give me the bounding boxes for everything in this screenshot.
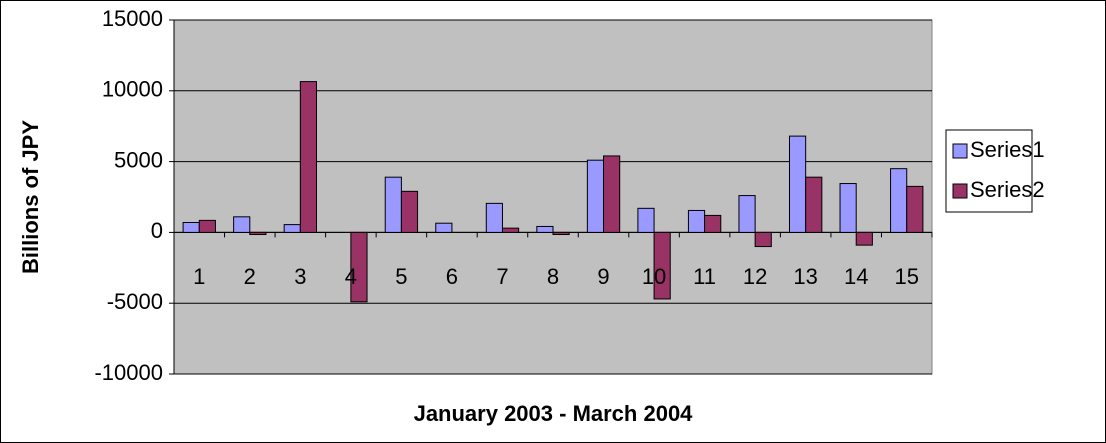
legend-swatch bbox=[952, 183, 968, 199]
bar bbox=[384, 176, 402, 233]
bar bbox=[704, 214, 722, 233]
x-tick-label: 10 bbox=[642, 264, 666, 289]
bar bbox=[890, 168, 908, 233]
bar bbox=[687, 209, 706, 233]
x-tick-label: 15 bbox=[894, 264, 918, 289]
x-tick-label: 2 bbox=[244, 264, 256, 289]
x-tick-label: 6 bbox=[446, 264, 458, 289]
y-tick-label: -10000 bbox=[94, 360, 163, 385]
bar bbox=[233, 216, 251, 233]
bar bbox=[552, 231, 570, 236]
bar bbox=[586, 159, 605, 233]
bar bbox=[501, 227, 520, 233]
legend-label: Series2 bbox=[970, 177, 1045, 202]
bar bbox=[855, 231, 873, 246]
bar bbox=[788, 135, 807, 233]
y-tick-label: 10000 bbox=[102, 77, 163, 102]
y-tick-label: -5000 bbox=[107, 289, 163, 314]
bar bbox=[603, 155, 621, 233]
x-tick-label: 5 bbox=[395, 264, 407, 289]
bar bbox=[754, 231, 772, 248]
bar bbox=[805, 176, 823, 233]
bar bbox=[738, 195, 756, 233]
y-tick-label: 15000 bbox=[102, 6, 163, 31]
bar bbox=[198, 219, 216, 233]
x-axis-title: January 2003 - March 2004 bbox=[414, 401, 694, 426]
bar bbox=[299, 81, 318, 233]
bar bbox=[249, 231, 267, 236]
bar bbox=[283, 224, 301, 233]
bar bbox=[182, 221, 200, 233]
x-tick-label: 11 bbox=[693, 264, 716, 289]
x-tick-label: 7 bbox=[496, 264, 508, 289]
bar bbox=[350, 231, 368, 303]
bar bbox=[637, 207, 655, 233]
x-tick-label: 8 bbox=[547, 264, 559, 289]
y-tick-label: 0 bbox=[151, 218, 163, 243]
bar bbox=[653, 231, 671, 300]
y-axis-title: Billions of JPY bbox=[18, 120, 43, 274]
bar bbox=[536, 225, 554, 233]
x-tick-label: 14 bbox=[844, 264, 868, 289]
x-tick-label: 4 bbox=[345, 264, 357, 289]
y-tick-label: 5000 bbox=[114, 147, 163, 172]
bar bbox=[485, 202, 503, 233]
x-tick-label: 12 bbox=[743, 264, 767, 289]
x-tick-label: 1 bbox=[193, 264, 205, 289]
x-tick-label: 9 bbox=[597, 264, 609, 289]
bar bbox=[839, 183, 857, 233]
x-tick-label: 3 bbox=[294, 264, 306, 289]
legend-label: Series1 bbox=[970, 137, 1045, 162]
bar bbox=[400, 190, 419, 233]
bar bbox=[435, 222, 453, 233]
bar bbox=[906, 185, 924, 233]
legend-swatch bbox=[952, 143, 968, 159]
x-tick-label: 13 bbox=[793, 264, 817, 289]
